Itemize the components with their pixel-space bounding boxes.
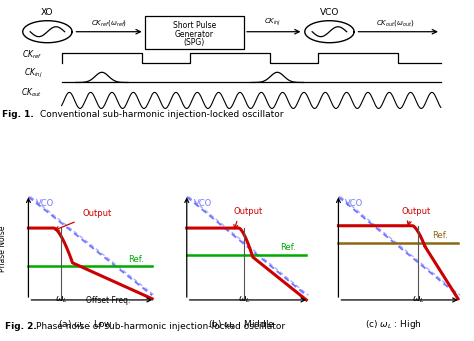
Text: $CK_{out}$: $CK_{out}$ bbox=[21, 87, 43, 99]
Text: VCO: VCO bbox=[320, 8, 339, 17]
Text: (b) $\omega_L$ : Middle: (b) $\omega_L$ : Middle bbox=[208, 318, 275, 331]
Text: XO: XO bbox=[41, 8, 54, 17]
FancyBboxPatch shape bbox=[145, 16, 244, 49]
Text: VCO: VCO bbox=[36, 199, 54, 208]
Text: $CK_{inj}$: $CK_{inj}$ bbox=[264, 16, 281, 28]
Text: $\omega_L$: $\omega_L$ bbox=[55, 294, 67, 305]
Text: Fig. 2.: Fig. 2. bbox=[5, 322, 36, 331]
Text: VCO: VCO bbox=[193, 199, 212, 208]
Text: Offset Freq.: Offset Freq. bbox=[86, 296, 130, 305]
Text: (c) $\omega_L$ : High: (c) $\omega_L$ : High bbox=[365, 318, 422, 331]
Text: (SPG): (SPG) bbox=[184, 38, 205, 47]
Text: Phase Noise: Phase Noise bbox=[0, 223, 1, 275]
Text: $\omega_L$: $\omega_L$ bbox=[238, 294, 251, 305]
Text: Phase Noise: Phase Noise bbox=[0, 226, 7, 272]
Text: Generator: Generator bbox=[175, 30, 214, 39]
Text: Conventional sub-harmonic injection-locked oscillator: Conventional sub-harmonic injection-lock… bbox=[40, 110, 284, 119]
Text: VCO: VCO bbox=[345, 199, 364, 208]
Text: Ref.: Ref. bbox=[432, 232, 447, 240]
Text: $CK_{ref}$: $CK_{ref}$ bbox=[22, 48, 43, 61]
Text: (a) $\omega_L$ : Low: (a) $\omega_L$ : Low bbox=[58, 318, 113, 331]
Text: Phase noise of sub-harmonic injection-locked oscillator: Phase noise of sub-harmonic injection-lo… bbox=[36, 322, 285, 331]
Text: Ref.: Ref. bbox=[128, 255, 144, 264]
Text: $CK_{ref}(\omega_{ref})$: $CK_{ref}(\omega_{ref})$ bbox=[91, 18, 127, 28]
Text: Output: Output bbox=[401, 207, 431, 216]
Text: Output: Output bbox=[234, 207, 263, 216]
Text: $\omega_L$: $\omega_L$ bbox=[412, 294, 425, 305]
Text: Ref.: Ref. bbox=[280, 243, 296, 252]
Text: Output: Output bbox=[82, 209, 112, 219]
Text: Short Pulse: Short Pulse bbox=[173, 21, 216, 30]
Text: $CK_{inj}$: $CK_{inj}$ bbox=[24, 67, 43, 80]
Text: $CK_{out}(\omega_{out})$: $CK_{out}(\omega_{out})$ bbox=[376, 18, 415, 28]
Text: Fig. 1.: Fig. 1. bbox=[2, 110, 34, 119]
